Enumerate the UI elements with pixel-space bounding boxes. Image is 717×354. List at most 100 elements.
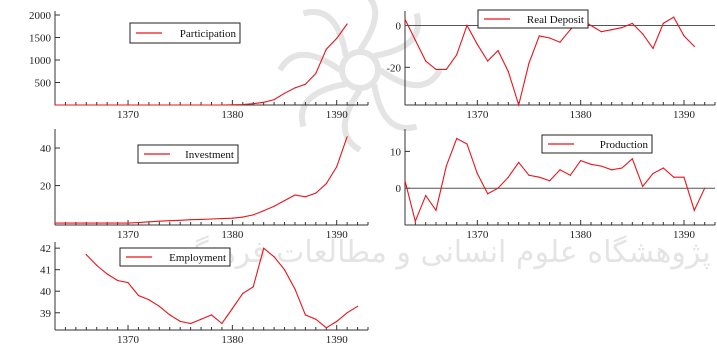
real-deposit-y-tick-label: -20 xyxy=(386,62,401,74)
participation-data-point xyxy=(190,104,192,106)
investment-data-point xyxy=(158,220,160,222)
production-data-point xyxy=(466,143,468,145)
investment-data-point xyxy=(64,222,66,224)
investment-data-point xyxy=(252,214,254,216)
production-y-tick-label: 10 xyxy=(390,146,402,158)
real-deposit-data-point xyxy=(693,45,695,48)
investment-data-point xyxy=(294,194,296,196)
employment-data-point xyxy=(231,307,233,310)
production-data-point xyxy=(435,209,437,211)
employment-legend-label: Employment xyxy=(169,252,226,264)
investment-x-tick-label: 1380 xyxy=(221,229,244,241)
participation-data-point xyxy=(221,104,223,106)
production-data-point xyxy=(600,165,602,167)
production-data-point xyxy=(528,174,530,176)
participation-data-point xyxy=(263,101,265,103)
production-data-point xyxy=(549,180,551,182)
production-data-point xyxy=(538,176,540,178)
production-data-point xyxy=(590,163,592,165)
participation-data-point xyxy=(325,48,327,50)
employment-x-tick-label: 1370 xyxy=(117,334,140,346)
participation-data-point xyxy=(231,104,233,106)
investment-legend-label: Investment xyxy=(185,149,234,161)
participation-data-point xyxy=(294,87,296,89)
participation-data-point xyxy=(75,104,77,106)
employment-data-point xyxy=(137,294,140,297)
production-data-point xyxy=(611,169,613,171)
participation-data-point xyxy=(85,104,87,106)
employment-data-point xyxy=(85,254,87,256)
investment-data-point xyxy=(200,218,202,220)
participation-y-tick-label: 2000 xyxy=(29,10,52,22)
employment-y-tick-label: 40 xyxy=(40,286,52,298)
chart-participation: 1370 1380 1390 500 1000 1500 2000 Participation xyxy=(0,5,370,123)
participation-y-tick-label: 1000 xyxy=(29,55,52,67)
real-deposit-data-point xyxy=(414,39,416,41)
employment-data-point xyxy=(294,288,296,290)
participation-data-point xyxy=(315,72,317,75)
chart-investment-svg: 1370 1380 1390 20 40 Investment xyxy=(40,129,369,241)
participation-data-point xyxy=(106,104,108,106)
real-deposit-data-point xyxy=(549,37,551,39)
chart-employment-svg: 1370 1380 1390 39 40 41 42 Employment xyxy=(40,242,369,346)
investment-x-tick-label: 1370 xyxy=(117,229,140,241)
production-data-point xyxy=(487,193,489,195)
employment-data-point xyxy=(210,314,213,316)
real-deposit-legend-box xyxy=(477,9,589,29)
production-data-point xyxy=(456,137,458,140)
participation-data-point xyxy=(304,83,306,85)
real-deposit-data-point xyxy=(528,62,530,64)
real-deposit-series-line xyxy=(404,16,695,108)
chart-production: 1370 1380 1390 0 10 Production xyxy=(370,125,717,241)
production-data-point xyxy=(507,176,509,178)
production-data-point xyxy=(476,172,478,175)
investment-data-point xyxy=(210,218,213,220)
real-deposit-x-tick-label: 1390 xyxy=(673,109,696,121)
employment-data-point xyxy=(315,318,317,320)
production-legend-box xyxy=(541,134,653,154)
production-x-tick-label: 1390 xyxy=(673,229,696,241)
participation-data-point xyxy=(148,104,150,106)
employment-data-point xyxy=(304,314,306,316)
real-deposit-data-point xyxy=(507,70,509,73)
production-x-tick-label: 1380 xyxy=(570,229,593,241)
participation-x-tick-label: 1380 xyxy=(221,109,244,121)
real-deposit-legend-label: Real Deposit xyxy=(527,14,584,26)
employment-data-point xyxy=(357,305,359,307)
chart-investment: 1370 1380 1390 20 40 Investment xyxy=(0,125,370,241)
real-deposit-data-point xyxy=(569,29,571,31)
employment-data-point xyxy=(127,282,129,284)
investment-data-point xyxy=(106,222,108,224)
production-data-point xyxy=(445,165,447,167)
employment-data-point xyxy=(158,305,160,307)
participation-legend-label: Participation xyxy=(180,28,237,40)
production-data-point xyxy=(683,176,685,178)
investment-data-point xyxy=(54,222,56,224)
real-deposit-data-point xyxy=(476,43,478,45)
real-deposit-data-point xyxy=(435,68,437,70)
investment-data-point xyxy=(75,222,77,224)
employment-y-tick-label: 39 xyxy=(40,308,52,320)
production-data-point xyxy=(652,172,654,175)
production-data-point xyxy=(404,180,406,182)
participation-data-point xyxy=(273,99,275,101)
employment-data-point xyxy=(169,314,171,316)
participation-data-point xyxy=(96,104,98,106)
investment-x-tick-label: 1390 xyxy=(326,229,349,241)
real-deposit-data-point xyxy=(538,35,540,37)
real-deposit-x-tick-label: 1370 xyxy=(466,109,489,121)
chart-real-deposit: 1370 1380 1390 -20 0 Real Deposit xyxy=(370,5,717,123)
real-deposit-x-tick-label: 1380 xyxy=(570,109,593,121)
participation-y-tick-label: 1500 xyxy=(29,33,52,45)
real-deposit-data-point xyxy=(425,60,427,62)
participation-data-point xyxy=(210,104,213,106)
participation-data-point xyxy=(117,104,119,106)
employment-data-point xyxy=(346,312,348,314)
real-deposit-data-point xyxy=(497,50,499,52)
production-data-point xyxy=(559,169,561,171)
participation-data-point xyxy=(127,104,129,106)
real-deposit-data-point xyxy=(652,47,654,50)
real-deposit-data-point xyxy=(642,33,644,35)
employment-data-point xyxy=(179,320,181,322)
investment-y-tick-label: 40 xyxy=(40,143,52,155)
